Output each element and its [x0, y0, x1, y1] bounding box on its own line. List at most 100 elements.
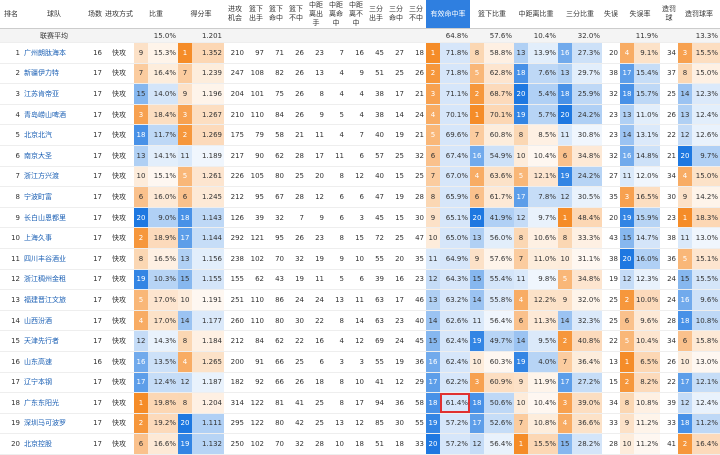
cell: 75: [266, 83, 286, 105]
cell: 20: [306, 166, 326, 188]
team-name[interactable]: 青岛崂山啤酒: [22, 104, 86, 126]
cell: 55: [406, 413, 426, 435]
team-row: 19 深圳马可波罗 17 快攻 2 19.2% 20 1.111 295 122 80 42 25 13 1…: [0, 413, 720, 435]
rank-cell: 11: [470, 310, 484, 332]
rank-cell: 5: [470, 63, 484, 85]
value-cell: 56.4%: [484, 433, 514, 455]
team-name[interactable]: 广州朗肽海本: [22, 42, 86, 64]
column-header: 篮下命中: [266, 0, 286, 29]
cell: 32: [602, 83, 620, 105]
cell: 4: [346, 83, 366, 105]
team-name[interactable]: 北京控股: [22, 433, 86, 455]
value-cell: 1.245: [192, 186, 224, 208]
value-cell: 12.2%: [528, 289, 558, 311]
rank-cell: 6: [620, 310, 634, 332]
rank-cell: 9: [620, 413, 634, 435]
rank-cell: 12: [134, 330, 148, 352]
value-cell: 28.2%: [572, 433, 602, 455]
team-name[interactable]: 北京北汽: [22, 124, 86, 146]
value-cell: 65.0%: [440, 227, 470, 249]
value-cell: 31.1%: [572, 248, 602, 270]
rank-cell: 11: [620, 166, 634, 188]
cell: 5: [0, 124, 22, 146]
team-name[interactable]: 长白山恩都里: [22, 207, 86, 229]
cell: 13: [326, 289, 346, 311]
team-name[interactable]: 山东高速: [22, 351, 86, 373]
cell: 39: [366, 269, 386, 291]
cell: 10: [346, 372, 366, 394]
value-cell: 16.6%: [148, 433, 178, 455]
value-cell: 60.9%: [484, 372, 514, 394]
team-row: 8 宁波町富 17 快攻 6 16.0% 6 1.245 212 95 67 28 12 6 6 47 19 28…: [0, 186, 720, 208]
team-name[interactable]: 浙江方兴渡: [22, 166, 86, 188]
value-cell: 54.9%: [484, 145, 514, 167]
rank-cell: 8: [678, 63, 692, 85]
value-cell: 52.6%: [484, 413, 514, 435]
team-name[interactable]: 四川丰谷酒业: [22, 248, 86, 270]
cell: 41: [366, 372, 386, 394]
cell: 11: [326, 145, 346, 167]
rank-cell: 11: [514, 269, 528, 291]
column-header: 排名: [0, 0, 22, 29]
rank-cell: 19: [134, 269, 148, 291]
rank-cell: 12: [178, 372, 192, 394]
rank-cell: 6: [178, 186, 192, 208]
cell: 25: [306, 392, 326, 414]
cell: 21: [660, 145, 678, 167]
cell: 122: [246, 413, 266, 435]
team-name[interactable]: 山西汾酒: [22, 310, 86, 332]
cell: 5: [326, 269, 346, 291]
rank-cell: 13: [620, 104, 634, 126]
team-name[interactable]: 宁波町富: [22, 186, 86, 208]
cell: 9: [306, 207, 326, 229]
team-name[interactable]: 南京大圣: [22, 145, 86, 167]
value-cell: 67.4%: [440, 145, 470, 167]
rank-cell: 17: [558, 372, 572, 394]
cell: 15: [386, 166, 406, 188]
team-name[interactable]: 福建晋江文旅: [22, 289, 86, 311]
cell: 26: [286, 104, 306, 126]
cell: 42: [286, 413, 306, 435]
value-cell: 11.9%: [528, 372, 558, 394]
cell: 快攻: [104, 248, 134, 270]
team-name[interactable]: 浙江稠州金租: [22, 269, 86, 291]
cell: 20: [602, 207, 620, 229]
cell: 10: [0, 227, 22, 249]
cell: 1: [0, 42, 22, 64]
rank-cell: 5: [178, 166, 192, 188]
cell: 22: [660, 124, 678, 146]
cell: 35: [602, 186, 620, 208]
team-name[interactable]: 辽宁本钢: [22, 372, 86, 394]
empty-cell: [346, 28, 366, 43]
value-cell: 36.6%: [572, 413, 602, 435]
value-cell: 63.2%: [440, 289, 470, 311]
cell: 7: [326, 42, 346, 64]
team-row: 7 浙江方兴渡 17 快攻 10 15.1% 5 1.261 226 105 80 25 20 8 12 40…: [0, 166, 720, 188]
team-name[interactable]: 天津先行者: [22, 330, 86, 352]
cell: 295: [224, 413, 246, 435]
cell: 204: [224, 83, 246, 105]
value-cell: 4.0%: [528, 351, 558, 373]
rank-cell: 18: [678, 413, 692, 435]
team-name[interactable]: 深圳马可波罗: [22, 413, 86, 435]
team-name[interactable]: 上海久事: [22, 227, 86, 249]
rank-cell: 5: [514, 166, 528, 188]
rank-cell: 9: [178, 83, 192, 105]
cell: 22: [660, 372, 678, 394]
cell: 26: [286, 63, 306, 85]
team-name[interactable]: 江苏肯帝亚: [22, 83, 86, 105]
cell: 6: [326, 186, 346, 208]
value-cell: 34.8%: [572, 145, 602, 167]
cell: 25: [286, 351, 306, 373]
cell: 25: [386, 145, 406, 167]
rank-cell: 12: [470, 433, 484, 455]
cell: 58: [406, 392, 426, 414]
cell: 快攻: [104, 351, 134, 373]
cell: 250: [224, 433, 246, 455]
cell: 17: [86, 392, 104, 414]
team-name[interactable]: 广东东阳光: [22, 392, 86, 414]
column-header: 有效命中率: [426, 0, 470, 29]
team-name[interactable]: 新疆伊力特: [22, 63, 86, 85]
value-cell: 11.3%: [528, 310, 558, 332]
